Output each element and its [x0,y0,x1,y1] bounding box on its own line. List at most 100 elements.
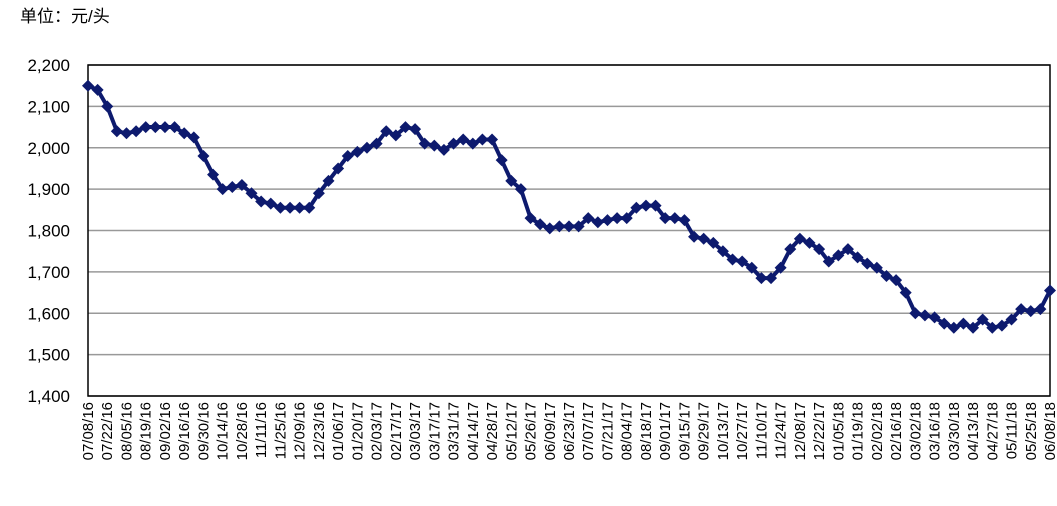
marker [322,174,335,187]
marker [726,253,739,266]
x-tick-label: 09/15/17 [676,402,693,460]
marker [110,125,123,138]
marker [255,195,268,208]
marker [207,168,220,181]
marker [389,129,402,142]
x-tick-label: 03/02/18 [907,402,924,460]
x-tick-label: 03/30/18 [946,402,963,460]
marker [909,307,922,320]
x-tick-label: 10/27/17 [734,402,751,460]
marker [697,232,710,245]
marker [899,286,912,299]
marker [563,220,575,233]
x-tick-label: 03/16/18 [927,402,944,460]
marker [409,123,422,136]
marker [601,214,614,227]
marker [370,137,383,150]
marker [755,272,768,285]
x-tick-label: 07/21/17 [599,402,616,460]
marker [630,201,643,214]
y-tick-label: 2,100 [27,97,70,116]
y-tick-label: 1,600 [27,304,70,323]
marker [995,319,1008,332]
marker [572,220,585,233]
y-tick-label: 2,200 [27,56,70,75]
marker [861,257,874,270]
x-tick-label: 02/17/17 [388,402,405,460]
y-tick-label: 1,900 [27,180,70,199]
marker [476,133,489,146]
x-tick-label: 12/22/17 [811,402,828,460]
marker [351,145,364,158]
marker [880,270,893,283]
unit-label: 单位：元/头 [20,7,110,26]
x-tick-label: 06/08/18 [1042,402,1057,460]
marker [399,121,412,134]
marker [1015,303,1028,316]
marker [620,212,633,225]
marker [543,222,556,235]
x-tick-label: 07/07/17 [580,402,597,460]
marker [707,236,720,249]
marker [312,187,325,200]
x-tick-label: 01/19/18 [850,402,867,460]
marker [139,121,152,134]
x-tick-label: 02/03/17 [369,402,386,460]
marker [822,255,835,268]
y-tick-label: 1,500 [27,346,70,365]
x-tick-label: 12/08/17 [792,402,809,460]
marker [582,212,595,225]
marker [274,201,287,214]
marker [832,249,845,262]
marker [514,183,527,196]
x-tick-label: 11/10/17 [753,402,770,459]
x-tick-label: 11/11/16 [253,402,270,458]
marker [1034,303,1047,316]
marker [341,150,354,163]
marker [1005,313,1018,326]
x-tick-label: 03/03/17 [407,402,424,460]
x-tick-label: 07/08/16 [80,402,97,460]
marker [82,79,94,92]
x-tick-label: 08/19/16 [138,402,155,460]
marker [466,137,479,150]
x-tick-label: 11/25/16 [272,402,289,459]
marker [813,243,826,256]
y-tick-label: 1,400 [27,387,70,406]
marker [332,162,345,175]
marker [957,317,970,330]
marker [976,313,989,326]
marker [918,309,931,322]
x-tick-label: 06/23/17 [561,402,578,460]
marker [1044,284,1056,297]
x-tick-label: 08/05/16 [118,402,135,460]
marker [938,317,951,330]
marker [447,137,460,150]
marker [736,255,749,268]
marker [91,83,104,96]
x-tick-label: 02/16/18 [888,402,905,460]
marker [418,137,431,150]
marker [890,274,903,287]
x-tick-label: 05/11/18 [1004,402,1021,459]
marker [765,272,778,285]
y-tick-label: 2,000 [27,139,70,158]
marker [284,201,297,214]
marker [245,187,258,200]
marker [745,261,758,274]
x-tick-label: 11/24/17 [773,402,790,459]
marker [235,178,248,191]
marker [437,143,450,156]
x-tick-label: 09/29/17 [696,402,713,460]
marker [524,212,537,225]
marker [486,133,499,146]
x-tick-label: 10/14/16 [215,402,232,460]
marker [216,183,229,196]
marker [1024,305,1037,318]
x-tick-label: 05/25/18 [1023,402,1040,460]
marker [716,245,729,258]
marker [870,261,883,274]
x-tick-label: 07/22/16 [99,402,116,460]
marker [534,218,547,231]
